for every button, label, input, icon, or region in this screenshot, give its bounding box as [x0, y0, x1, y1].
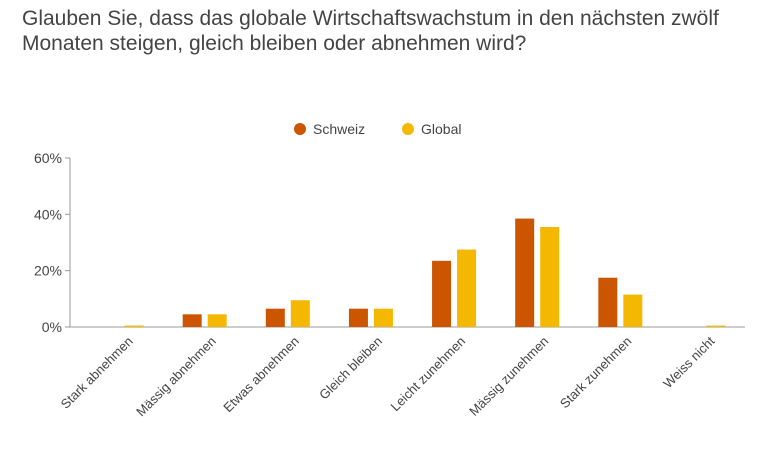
x-category-label: Weiss nicht [660, 333, 718, 391]
y-tick-label: 0% [42, 319, 62, 335]
bar-global [457, 249, 477, 327]
y-tick-label: 40% [34, 206, 62, 222]
bar-global [373, 308, 393, 327]
bar-global [207, 314, 227, 327]
bar-schweiz [432, 260, 452, 327]
x-category-label: Gleich bleiben [316, 334, 385, 403]
bar-global [290, 300, 310, 327]
chart-title: Glauben Sie, dass das globale Wirtschaft… [22, 7, 719, 55]
legend-label-schweiz: Schweiz [313, 121, 365, 137]
legend-marker-global [402, 123, 414, 135]
bar-global [706, 325, 726, 327]
x-category-label: Etwas abnehmen [220, 334, 302, 416]
bars [124, 218, 726, 327]
bar-schweiz [515, 218, 535, 327]
bar-global [124, 325, 144, 327]
bar-global [623, 294, 643, 327]
bar-schweiz [348, 308, 368, 327]
bar-schweiz [265, 308, 285, 327]
legend: Schweiz Global [294, 121, 461, 137]
x-category-label: Leicht zunehmen [388, 334, 469, 415]
bar-schweiz [598, 277, 618, 327]
bar-global [540, 227, 560, 327]
legend-marker-schweiz [294, 123, 306, 135]
y-tick-label: 60% [34, 150, 62, 166]
bar-schweiz [182, 314, 202, 327]
x-category-label: Stark abnehmen [58, 334, 136, 412]
x-category-label: Stark zunehmen [557, 334, 635, 412]
x-category-label: Mässig zunehmen [466, 334, 551, 419]
legend-label-global: Global [421, 121, 461, 137]
x-category-label: Mässig abnehmen [133, 334, 219, 420]
y-tick-label: 20% [34, 263, 62, 279]
